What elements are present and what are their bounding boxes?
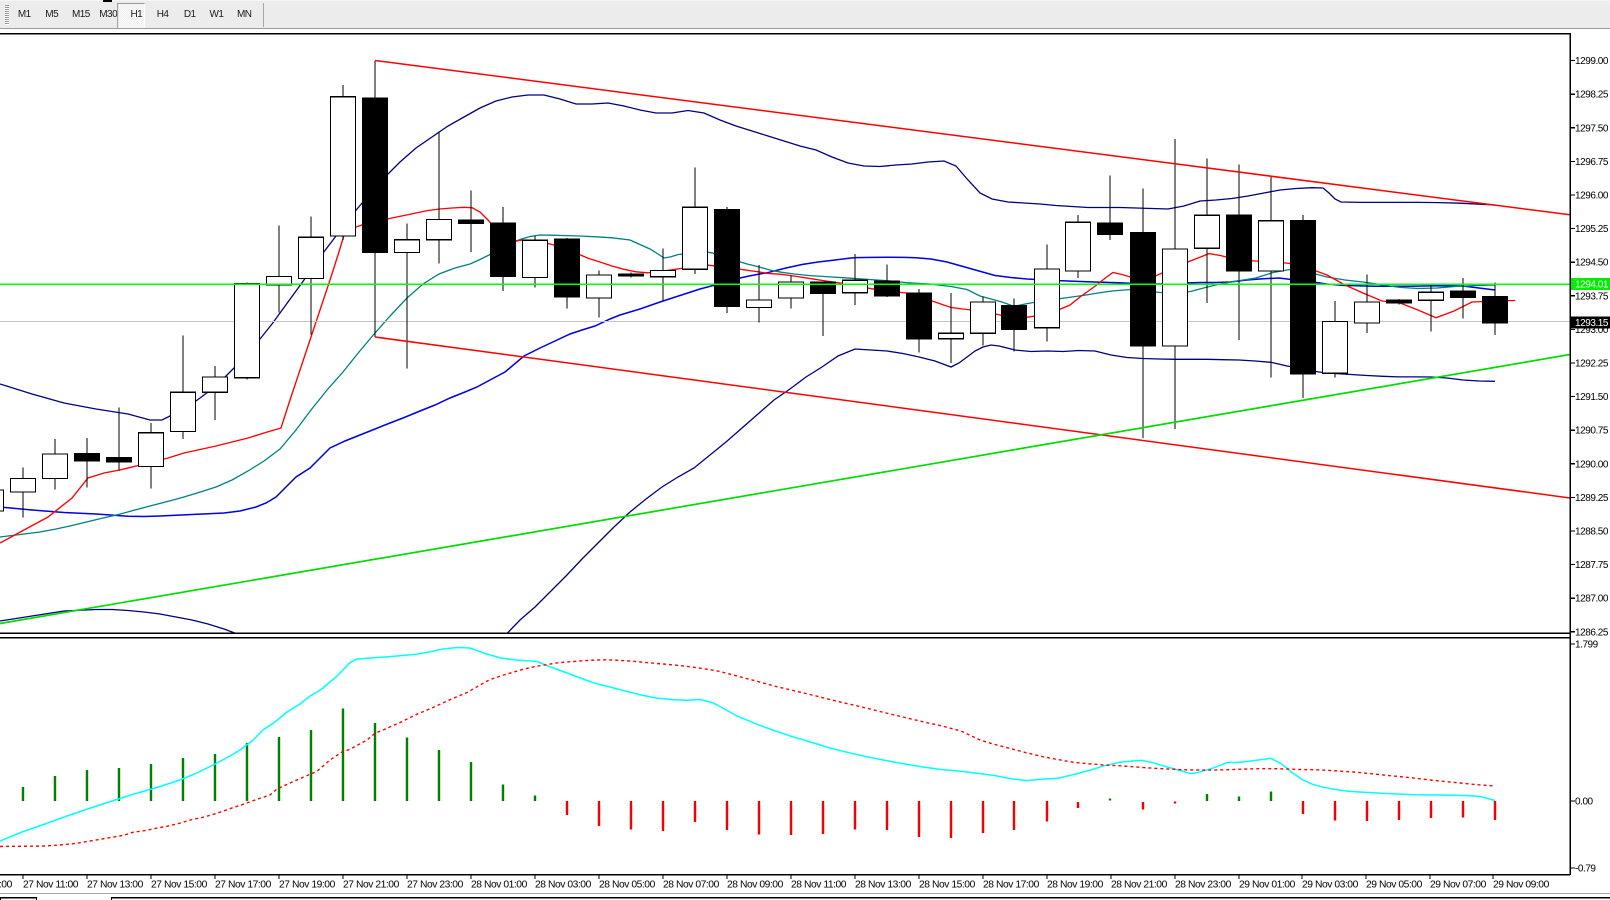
svg-text:1293.15: 1293.15	[1575, 318, 1609, 329]
svg-text:27 Nov 11:00: 27 Nov 11:00	[23, 880, 79, 891]
svg-text:1286.25: 1286.25	[1575, 627, 1609, 638]
svg-text:28 Nov 13:00: 28 Nov 13:00	[855, 880, 912, 891]
svg-text:1290.75: 1290.75	[1575, 426, 1609, 437]
svg-text:1294.50: 1294.50	[1575, 258, 1609, 269]
svg-text:28 Nov 21:00: 28 Nov 21:00	[1111, 880, 1168, 891]
svg-text:1295.25: 1295.25	[1575, 224, 1609, 235]
svg-text:1299.00: 1299.00	[1575, 56, 1609, 67]
svg-text:1289.25: 1289.25	[1575, 493, 1609, 504]
svg-text:1287.00: 1287.00	[1575, 594, 1609, 605]
svg-text:28 Nov 05:00: 28 Nov 05:00	[599, 880, 656, 891]
svg-text:28 Nov 23:00: 28 Nov 23:00	[1175, 880, 1232, 891]
svg-text:29 Nov 03:00: 29 Nov 03:00	[1302, 880, 1359, 891]
svg-text:27 Nov 13:00: 27 Nov 13:00	[87, 880, 144, 891]
svg-text:1296.00: 1296.00	[1575, 191, 1609, 202]
svg-text:28 Nov 19:00: 28 Nov 19:00	[1047, 880, 1104, 891]
svg-text:1298.25: 1298.25	[1575, 90, 1609, 101]
svg-text:1292.25: 1292.25	[1575, 359, 1609, 370]
svg-text:1290.00: 1290.00	[1575, 459, 1609, 470]
svg-text:28 Nov 09:00: 28 Nov 09:00	[727, 880, 784, 891]
svg-text:27 Nov 21:00: 27 Nov 21:00	[343, 880, 400, 891]
svg-text:1294.01: 1294.01	[1575, 280, 1609, 291]
svg-text:27 Nov 09:00: 27 Nov 09:00	[0, 880, 13, 891]
svg-text:29 Nov 01:00: 29 Nov 01:00	[1239, 880, 1296, 891]
svg-text:28 Nov 01:00: 28 Nov 01:00	[471, 880, 528, 891]
svg-text:1287.75: 1287.75	[1575, 560, 1609, 571]
svg-text:1293.75: 1293.75	[1575, 291, 1609, 302]
svg-text:29 Nov 09:00: 29 Nov 09:00	[1493, 880, 1550, 891]
svg-text:1288.50: 1288.50	[1575, 527, 1609, 538]
svg-text:-0.79: -0.79	[1575, 864, 1596, 875]
svg-text:1291.50: 1291.50	[1575, 392, 1609, 403]
svg-text:28 Nov 03:00: 28 Nov 03:00	[535, 880, 592, 891]
svg-text:27 Nov 23:00: 27 Nov 23:00	[407, 880, 464, 891]
svg-text:29 Nov 07:00: 29 Nov 07:00	[1430, 880, 1487, 891]
svg-text:28 Nov 11:00: 28 Nov 11:00	[791, 880, 847, 891]
svg-text:0.00: 0.00	[1575, 797, 1594, 808]
svg-text:1296.75: 1296.75	[1575, 157, 1609, 168]
svg-text:28 Nov 17:00: 28 Nov 17:00	[983, 880, 1040, 891]
svg-text:1297.50: 1297.50	[1575, 123, 1609, 134]
svg-text:29 Nov 05:00: 29 Nov 05:00	[1366, 880, 1423, 891]
svg-text:1.799: 1.799	[1575, 640, 1599, 651]
svg-text:28 Nov 07:00: 28 Nov 07:00	[663, 880, 720, 891]
svg-text:28 Nov 15:00: 28 Nov 15:00	[919, 880, 976, 891]
svg-text:27 Nov 15:00: 27 Nov 15:00	[151, 880, 208, 891]
svg-text:1293.00: 1293.00	[1575, 325, 1609, 336]
svg-text:27 Nov 19:00: 27 Nov 19:00	[279, 880, 336, 891]
svg-text:27 Nov 17:00: 27 Nov 17:00	[215, 880, 272, 891]
